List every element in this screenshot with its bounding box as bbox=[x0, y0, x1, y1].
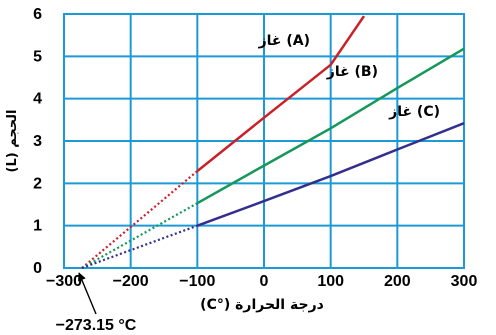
x-axis-label: درجة الحرارة (°C) bbox=[200, 297, 324, 313]
series-line-dashed bbox=[81, 202, 198, 269]
x-tick-label: 300 bbox=[451, 273, 478, 290]
series-line-dashed bbox=[81, 224, 198, 270]
tick-labels: −300 −200 −100 0 100 200 300 0 1 2 3 4 5 6 bbox=[33, 6, 477, 290]
series-label: غاز (C) bbox=[388, 104, 440, 120]
series-lines bbox=[81, 15, 465, 270]
x-tick-label: 100 bbox=[317, 273, 344, 290]
y-tick-label: 4 bbox=[33, 91, 42, 108]
series-line bbox=[196, 122, 465, 227]
series-line-dashed bbox=[81, 170, 199, 269]
series-label: غاز (B) bbox=[326, 64, 378, 80]
y-axis-label: الحجم (L) bbox=[5, 110, 20, 173]
annotation-label: −273.15 °C bbox=[56, 317, 137, 334]
y-tick-label: 2 bbox=[33, 175, 42, 192]
series-line bbox=[196, 47, 465, 205]
series-label: غاز (A) bbox=[258, 33, 310, 49]
grid bbox=[63, 13, 465, 269]
x-tick-label: −300 bbox=[46, 273, 82, 290]
y-tick-label: 6 bbox=[33, 6, 42, 23]
y-tick-label: 5 bbox=[33, 48, 42, 65]
x-tick-label: −100 bbox=[179, 273, 215, 290]
x-tick-label: 0 bbox=[260, 273, 269, 290]
x-tick-label: −200 bbox=[113, 273, 149, 290]
y-tick-label: 0 bbox=[33, 260, 42, 277]
series-line bbox=[196, 15, 366, 173]
annotation-arrow bbox=[78, 272, 97, 315]
plot-frame bbox=[63, 13, 465, 269]
y-tick-label: 1 bbox=[33, 218, 42, 235]
y-tick-label: 3 bbox=[33, 133, 42, 150]
series-labels: غاز (A) غاز (B) غاز (C) bbox=[258, 33, 440, 120]
x-tick-label: 200 bbox=[384, 273, 411, 290]
